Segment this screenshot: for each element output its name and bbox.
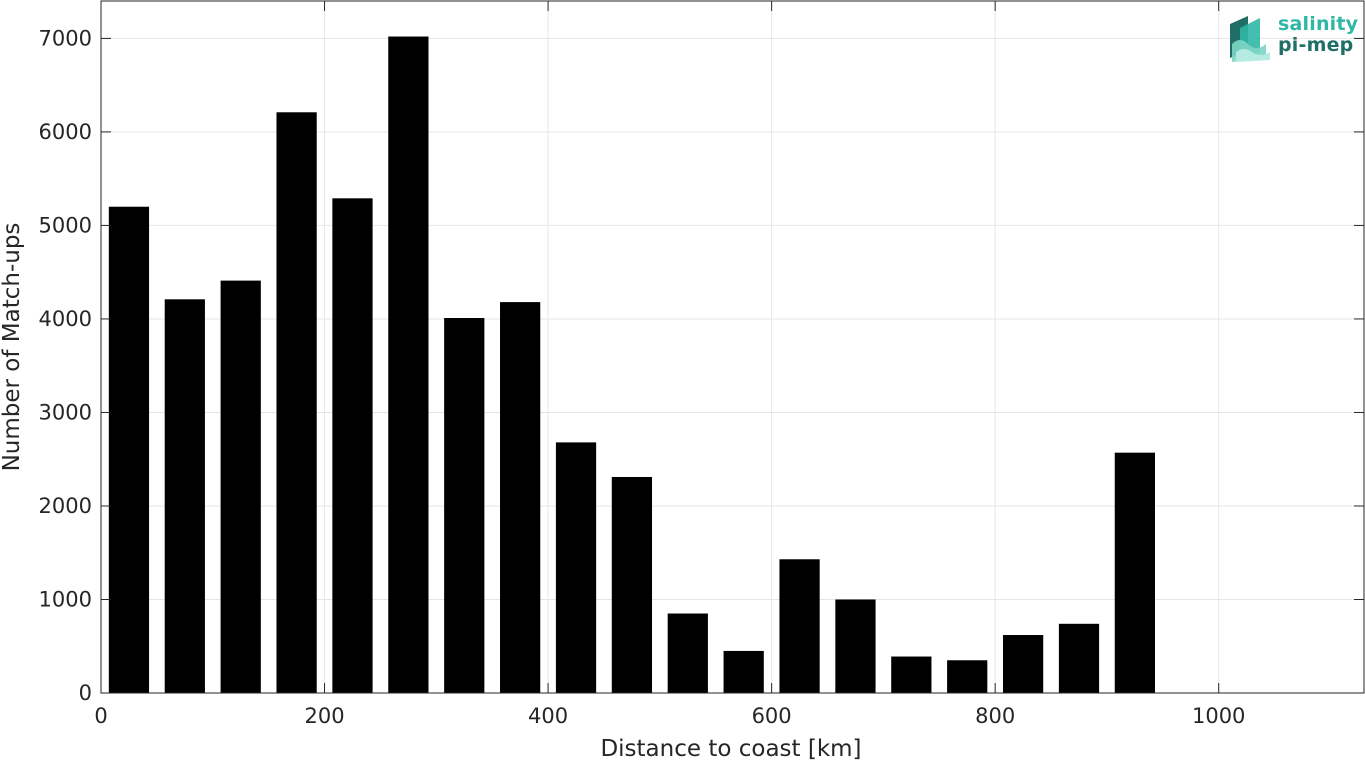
bar: [164, 299, 205, 693]
x-tick-label: 800: [975, 704, 1015, 728]
bar: [779, 559, 820, 693]
logo-text-salinity: salinity: [1278, 13, 1359, 35]
x-tick-label: 600: [752, 704, 792, 728]
bar: [108, 206, 150, 693]
bar: [555, 442, 597, 693]
bar: [276, 112, 317, 694]
y-tick-label: 4000: [39, 307, 92, 331]
bar: [947, 660, 988, 693]
x-axis-label: Distance to coast [km]: [600, 736, 861, 761]
y-tick-label: 1000: [39, 587, 92, 611]
x-tick-label: 1000: [1192, 704, 1245, 728]
y-tick-label: 2000: [39, 494, 92, 518]
bar: [611, 476, 653, 693]
salinity-pi-mep-logo: salinity pi-mep: [1226, 14, 1361, 66]
y-tick-label: 5000: [39, 213, 92, 237]
y-tick-label: 6000: [39, 120, 92, 144]
y-tick-label: 7000: [39, 26, 92, 50]
y-tick-label: 0: [79, 681, 92, 705]
bar: [1058, 623, 1100, 693]
y-tick-labels: 0 1000 2000 3000 4000 5000 6000 7000: [39, 26, 92, 705]
bar: [444, 318, 485, 693]
bar: [388, 36, 429, 693]
bar: [891, 656, 932, 693]
bar: [1002, 635, 1044, 693]
y-axis-label: Number of Match-ups: [0, 223, 25, 472]
bar: [835, 599, 876, 693]
logo-text-pi-mep: pi-mep: [1278, 34, 1354, 56]
bar: [220, 280, 261, 693]
x-tick-labels: 0 200 400 600 800 1000: [94, 704, 1245, 728]
plot-frame: [100, 0, 1365, 694]
bar: [723, 650, 764, 693]
bar: [500, 302, 541, 693]
wave-logo-icon: [1230, 16, 1270, 62]
y-tick-label: 3000: [39, 400, 92, 424]
x-tick-label: 400: [528, 704, 568, 728]
bar: [667, 613, 708, 693]
axes: [100, 0, 1365, 694]
bar: [1114, 452, 1155, 693]
x-tick-label: 200: [304, 704, 344, 728]
bars: [108, 36, 1155, 694]
x-tick-label: 0: [94, 704, 107, 728]
bar: [332, 198, 373, 693]
